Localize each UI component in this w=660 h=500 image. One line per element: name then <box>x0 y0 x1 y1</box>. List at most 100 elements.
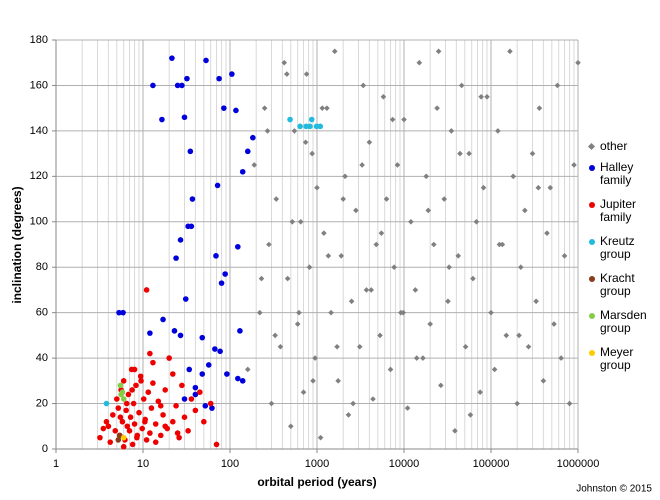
point <box>551 321 557 327</box>
x-axis-label: orbital period (years) <box>257 475 376 489</box>
point <box>297 218 304 225</box>
point <box>277 343 284 350</box>
point <box>507 48 513 55</box>
point <box>389 116 396 123</box>
series <box>97 287 220 450</box>
point <box>203 57 209 64</box>
point <box>445 298 451 305</box>
point <box>123 400 130 407</box>
point <box>173 255 179 261</box>
point <box>296 309 302 316</box>
point <box>525 343 532 350</box>
point <box>261 105 268 111</box>
point <box>150 359 156 366</box>
point <box>115 405 122 411</box>
point <box>184 75 190 82</box>
point <box>495 128 501 134</box>
point <box>251 162 258 168</box>
point <box>123 407 129 414</box>
point <box>356 343 363 350</box>
point <box>300 389 307 395</box>
point <box>380 94 387 100</box>
point <box>536 105 543 111</box>
point <box>297 123 303 130</box>
point <box>457 150 463 157</box>
point <box>235 375 241 382</box>
point <box>166 355 172 361</box>
point <box>131 366 138 373</box>
point <box>233 107 239 114</box>
point <box>446 264 452 271</box>
point <box>391 264 397 271</box>
point <box>430 241 437 248</box>
point <box>100 425 107 432</box>
point <box>139 425 146 432</box>
point <box>284 71 290 77</box>
point <box>237 328 243 334</box>
point <box>114 396 120 402</box>
point <box>112 428 119 434</box>
point <box>209 405 215 411</box>
point <box>312 355 318 361</box>
point <box>127 414 134 420</box>
point <box>306 264 313 271</box>
point <box>317 123 324 130</box>
point <box>499 241 506 248</box>
point <box>319 105 326 111</box>
point <box>150 82 156 89</box>
point <box>452 428 458 434</box>
point <box>309 150 315 157</box>
point <box>427 321 433 327</box>
point <box>480 184 487 191</box>
point <box>145 389 152 395</box>
x-tick-label: 1000000 <box>557 458 600 470</box>
point <box>554 82 561 89</box>
credit: Johnston © 2015 <box>576 484 652 495</box>
point <box>213 441 220 448</box>
point <box>244 366 251 373</box>
point <box>116 309 122 316</box>
point <box>377 332 383 339</box>
point <box>272 332 278 339</box>
point <box>142 418 148 425</box>
point <box>416 59 423 66</box>
point <box>438 382 444 389</box>
point <box>131 421 138 427</box>
point <box>423 173 430 180</box>
point <box>133 382 139 389</box>
point <box>307 123 313 130</box>
point <box>434 105 440 111</box>
point <box>529 150 536 157</box>
y-tick-label: 140 <box>30 125 48 137</box>
series <box>115 432 123 443</box>
point <box>115 437 122 443</box>
point <box>533 298 539 305</box>
point <box>412 287 419 293</box>
point <box>239 168 246 175</box>
point <box>394 162 401 168</box>
point <box>120 309 126 316</box>
point <box>266 241 272 248</box>
point <box>185 428 191 434</box>
point <box>201 418 207 425</box>
point <box>404 405 411 411</box>
point <box>160 412 166 418</box>
point <box>250 134 256 141</box>
point <box>157 403 164 409</box>
point <box>107 439 114 445</box>
x-tick-label: 1 <box>53 458 59 470</box>
series <box>116 55 256 411</box>
point <box>473 218 480 225</box>
point <box>189 196 196 202</box>
point <box>192 407 199 414</box>
point <box>138 378 144 384</box>
point <box>467 412 474 418</box>
point <box>420 355 426 361</box>
point <box>176 434 182 441</box>
point <box>359 162 365 168</box>
point <box>291 128 298 134</box>
point <box>363 287 370 293</box>
point <box>103 418 110 425</box>
point <box>197 389 203 395</box>
